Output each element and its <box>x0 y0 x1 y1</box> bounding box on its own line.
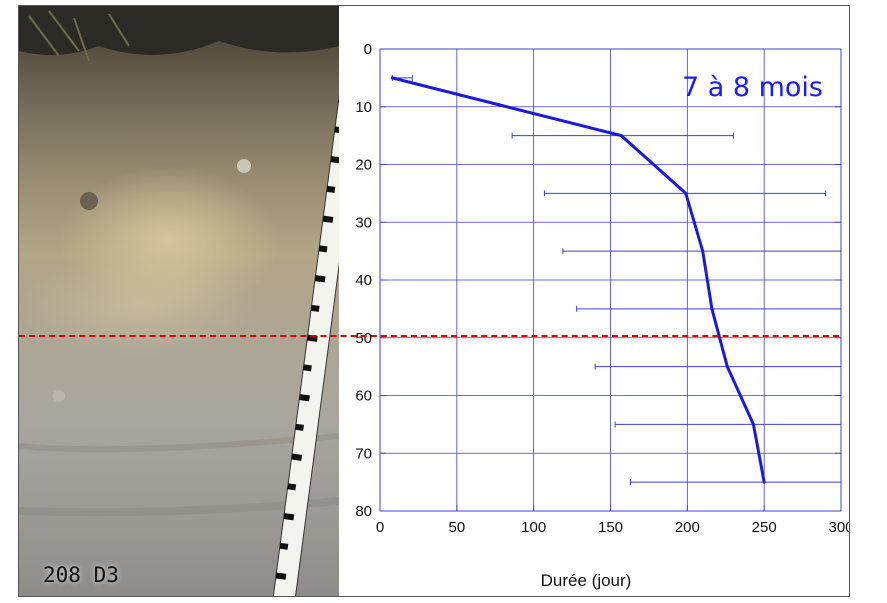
y-tick-label: 40 <box>355 272 372 289</box>
data-point <box>762 480 766 484</box>
series-layer <box>390 76 766 484</box>
x-tick-label: 150 <box>598 519 623 536</box>
x-tick-label: 200 <box>675 519 700 536</box>
chart-grid <box>380 49 841 511</box>
reference-line-50 <box>19 335 839 337</box>
data-point <box>701 249 705 253</box>
x-tick-label: 50 <box>448 519 465 536</box>
x-axis-label: Durée (jour) <box>541 571 632 590</box>
x-tick-label: 100 <box>521 519 546 536</box>
y-tick-label: 80 <box>355 503 372 520</box>
sample-label: 208 D3 <box>43 563 119 587</box>
axis-ticks: 0 50 100 150 200 250 300 0 10 20 30 40 50 60 70 80 <box>355 41 849 536</box>
series-line <box>391 76 766 483</box>
measuring-rule <box>270 44 339 596</box>
data-point <box>710 307 714 311</box>
y-tick-label: 20 <box>355 157 372 174</box>
y-tick-label: 30 <box>355 214 372 231</box>
data-point <box>684 191 688 195</box>
x-tick-label: 300 <box>828 519 849 536</box>
y-tick-label: 10 <box>355 99 372 116</box>
y-tick-label: 50 <box>355 330 372 347</box>
duration-annotation: 7 à 8 mois <box>682 72 823 103</box>
y-tick-label: 0 <box>364 41 372 58</box>
y-tick-label: 60 <box>355 388 372 405</box>
data-point <box>390 76 394 80</box>
x-tick-label: 0 <box>376 519 384 536</box>
data-point <box>725 365 729 369</box>
soil-profile-photo: 208 D3 <box>19 6 339 596</box>
chart: 0 50 100 150 200 250 300 0 10 20 30 40 50 60 70 80 7 à … <box>355 41 849 590</box>
data-point <box>751 422 755 426</box>
data-point <box>619 134 623 138</box>
y-tick-label: 70 <box>355 445 372 462</box>
soil-profile-image <box>19 6 339 596</box>
x-tick-label: 250 <box>752 519 777 536</box>
